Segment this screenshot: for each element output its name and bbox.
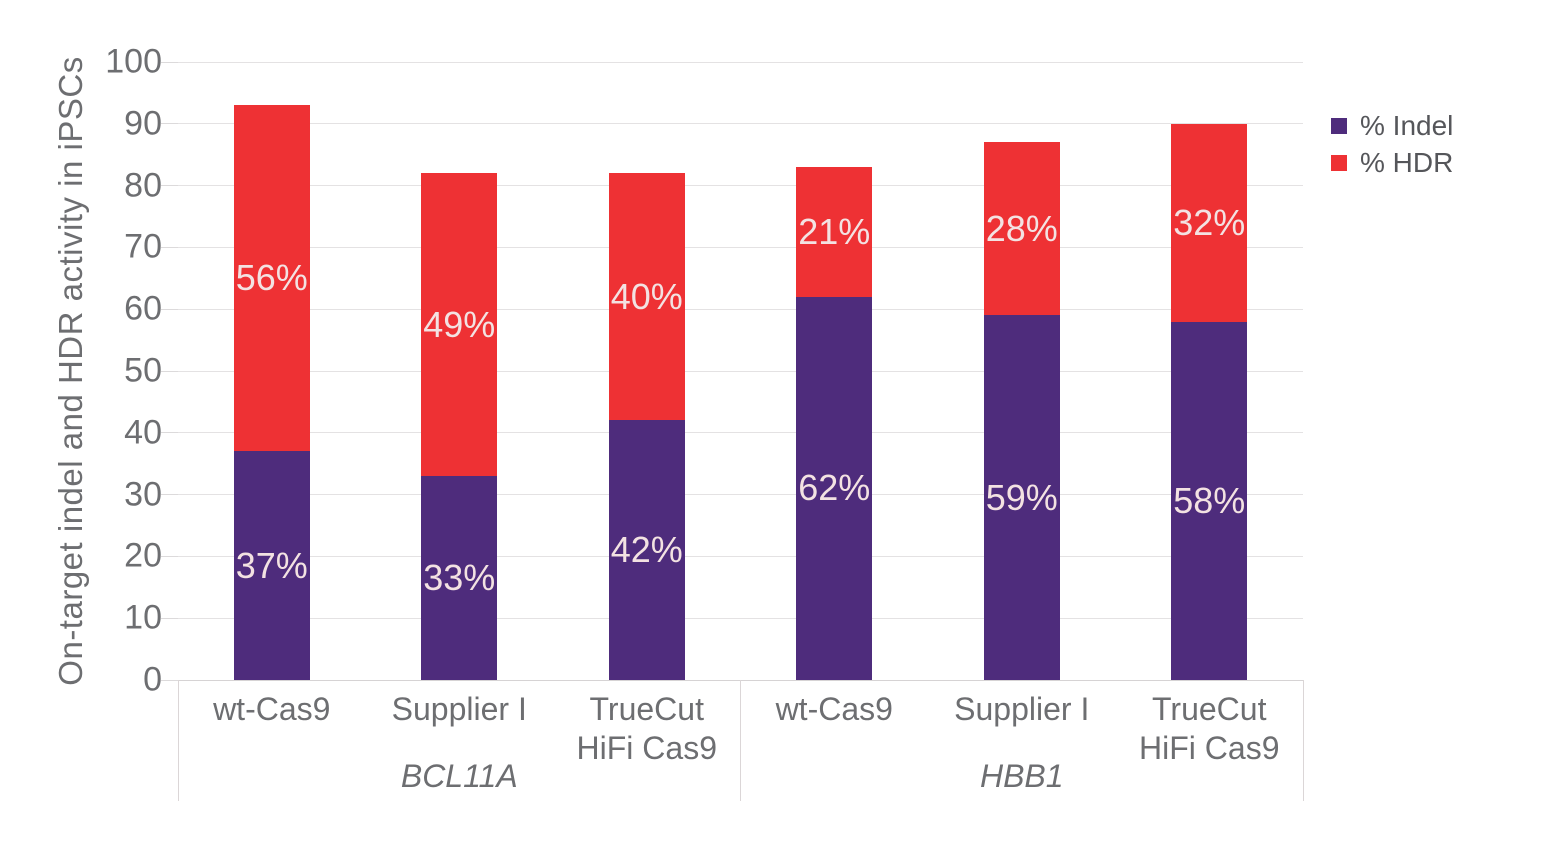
y-tick-label-40: 40 xyxy=(124,413,162,452)
y-tick-60 xyxy=(161,308,178,310)
y-tick-50 xyxy=(161,370,178,372)
y-tick-label-30: 30 xyxy=(124,475,162,514)
indel-legend-swatch xyxy=(1331,118,1347,134)
segment-value-label: 28% xyxy=(985,207,1058,249)
y-tick-40 xyxy=(161,432,178,434)
plot-area: 37% 56% 33% 49% 42% 40% 62% 21% 59% 28% 58% 32% xyxy=(178,61,1303,681)
gridline-70 xyxy=(178,246,1303,248)
indel-segment-2: 42% xyxy=(608,420,685,680)
x-label-0: wt-Cas9 xyxy=(213,691,331,727)
gridline-80 xyxy=(178,185,1303,187)
hdr-legend-swatch xyxy=(1331,155,1347,171)
legend: % Indel % HDR xyxy=(1331,110,1454,178)
segment-value-label: 42% xyxy=(610,529,683,571)
indel-legend-label: % Indel xyxy=(1360,110,1454,141)
segment-value-label: 33% xyxy=(423,557,496,599)
indel-segment-4: 59% xyxy=(983,315,1060,680)
hdr-segment-3: 21% xyxy=(796,167,873,297)
indel-segment-1: 33% xyxy=(421,476,498,680)
y-tick-label-90: 90 xyxy=(124,104,162,143)
y-tick-label-60: 60 xyxy=(124,289,162,328)
y-tick-10 xyxy=(161,617,178,619)
y-tick-label-100: 100 xyxy=(105,42,162,81)
x-label-3: wt-Cas9 xyxy=(775,691,893,727)
gridline-30 xyxy=(178,494,1303,496)
y-tick-30 xyxy=(161,494,178,496)
segment-value-label: 49% xyxy=(423,303,496,345)
hdr-legend-label: % HDR xyxy=(1360,147,1454,178)
y-tick-label-80: 80 xyxy=(124,166,162,205)
segment-value-label: 58% xyxy=(1173,479,1246,521)
x-label-4: Supplier I xyxy=(954,691,1090,727)
y-tick-label-10: 10 xyxy=(124,598,162,637)
y-tick-label-50: 50 xyxy=(124,351,162,390)
gridline-90 xyxy=(178,123,1303,125)
segment-value-label: 59% xyxy=(985,476,1058,518)
y-tick-20 xyxy=(161,555,178,557)
hdr-segment-4: 28% xyxy=(983,142,1060,316)
legend-item-hdr: % HDR xyxy=(1331,147,1454,178)
indel-segment-0: 37% xyxy=(233,451,310,680)
gridline-50 xyxy=(178,370,1303,372)
group-divider-2 xyxy=(1302,680,1304,801)
segment-value-label: 21% xyxy=(798,210,871,252)
y-tick-0 xyxy=(161,679,178,681)
group-divider-0 xyxy=(177,680,179,801)
y-tick-80 xyxy=(161,185,178,187)
y-tick-label-70: 70 xyxy=(124,227,162,266)
y-tick-70 xyxy=(161,246,178,248)
segment-value-label: 62% xyxy=(798,467,871,509)
y-tick-100 xyxy=(161,61,178,63)
indel-segment-5: 58% xyxy=(1171,321,1248,680)
gridline-10 xyxy=(178,617,1303,619)
hdr-segment-5: 32% xyxy=(1171,123,1248,322)
gridline-40 xyxy=(178,432,1303,434)
group-label-hbb1: HBB1 xyxy=(979,758,1064,794)
segment-value-label: 56% xyxy=(235,257,308,299)
x-label-1: Supplier I xyxy=(391,691,527,727)
hdr-segment-2: 40% xyxy=(608,173,685,421)
y-tick-label-20: 20 xyxy=(124,536,162,575)
group-label-bcl11a: BCL11A xyxy=(400,758,518,794)
hdr-segment-1: 49% xyxy=(421,173,498,477)
gridline-100 xyxy=(178,61,1303,63)
segment-value-label: 37% xyxy=(235,544,308,586)
segment-value-label: 32% xyxy=(1173,201,1246,243)
hdr-segment-0: 56% xyxy=(233,105,310,452)
gridline-60 xyxy=(178,308,1303,310)
y-axis-title: On-target indel and HDR activity in iPSC… xyxy=(52,56,89,686)
indel-segment-3: 62% xyxy=(796,296,873,680)
segment-value-label: 40% xyxy=(610,275,683,317)
y-tick-label-0: 0 xyxy=(143,660,162,699)
legend-item-indel: % Indel xyxy=(1331,110,1454,141)
group-divider-1 xyxy=(740,680,741,801)
x-label-2: TrueCut HiFi Cas9 xyxy=(576,691,717,766)
gridline-20 xyxy=(178,555,1303,557)
y-tick-90 xyxy=(161,123,178,125)
x-label-5: TrueCut HiFi Cas9 xyxy=(1139,691,1280,766)
